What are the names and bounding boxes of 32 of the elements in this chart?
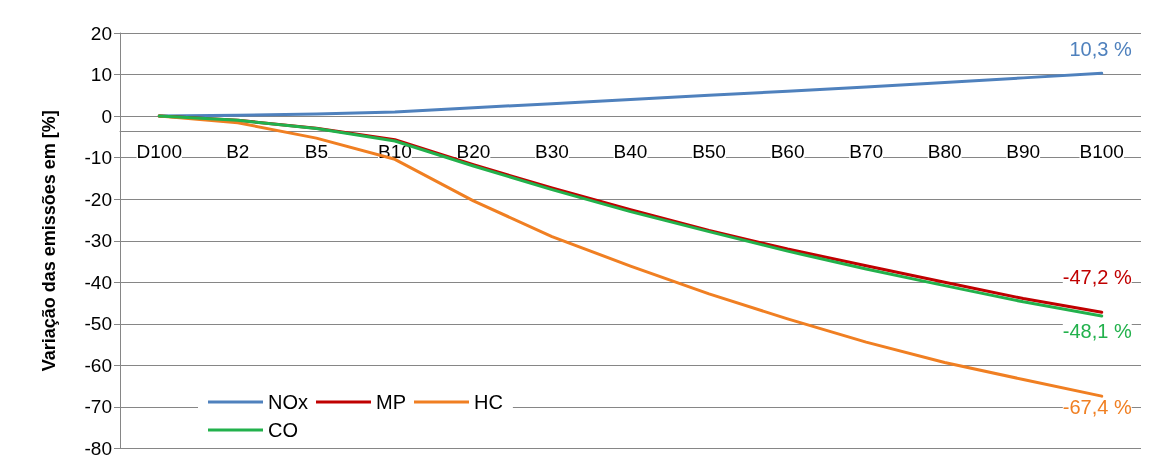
x-tick-label: B90 xyxy=(1006,140,1041,162)
x-tick-label: B40 xyxy=(613,140,648,162)
legend-label: NOx xyxy=(268,391,308,413)
annotation: -47,2 % xyxy=(1062,266,1132,289)
y-tick-label: -40 xyxy=(84,271,112,293)
y-tick-label: -10 xyxy=(84,147,112,169)
x-tick-label: D100 xyxy=(136,140,182,162)
y-tick-label: 20 xyxy=(90,22,112,44)
legend-label: CO xyxy=(268,419,298,441)
y-tick-label: -20 xyxy=(84,188,112,210)
y-tick-label: -60 xyxy=(84,354,112,376)
legend-label: HC xyxy=(474,391,503,413)
y-axis-title: Variação das emissões em [%] xyxy=(39,110,59,372)
legend-label: MP xyxy=(376,391,406,413)
y-tick-label: 10 xyxy=(90,64,112,86)
annotation: 10,3 % xyxy=(1069,38,1132,61)
y-tick-label: -70 xyxy=(84,396,112,418)
x-tick-label: B80 xyxy=(927,140,962,162)
x-tick-label: B30 xyxy=(535,140,569,162)
y-tick-label: 0 xyxy=(101,105,112,127)
y-tick-label: -50 xyxy=(84,313,112,335)
y-tick-label: -30 xyxy=(84,230,112,252)
annotation: -48,1 % xyxy=(1062,319,1132,342)
x-tick-label: B60 xyxy=(770,140,805,162)
y-tick-label: -80 xyxy=(84,438,112,459)
x-tick-label: B5 xyxy=(304,140,328,162)
x-tick-label: B2 xyxy=(226,140,250,162)
x-tick-label: B50 xyxy=(692,140,726,162)
x-tick-label: B100 xyxy=(1079,140,1124,162)
annotation: -67,4 % xyxy=(1062,396,1132,419)
x-tick-label: B20 xyxy=(456,140,491,162)
x-tick-label: B70 xyxy=(849,140,884,162)
